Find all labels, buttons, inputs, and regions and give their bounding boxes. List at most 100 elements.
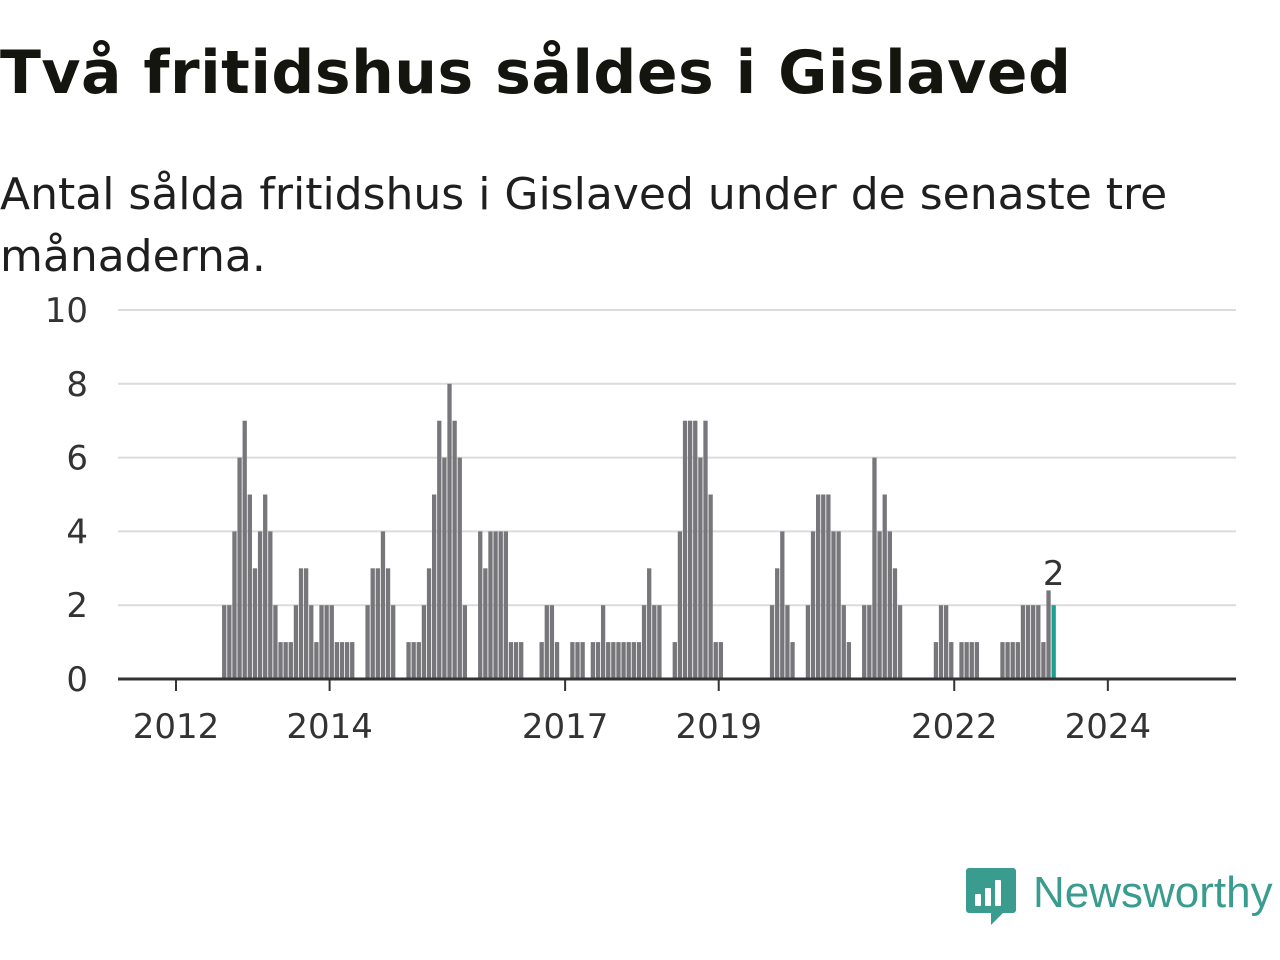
bar — [237, 457, 242, 679]
bar — [222, 605, 227, 679]
bar — [600, 605, 606, 679]
bar — [805, 605, 811, 679]
x-tick-label: 2012 — [133, 707, 220, 747]
bar — [1036, 605, 1041, 679]
bar — [769, 605, 775, 679]
bar — [867, 605, 872, 679]
bar — [549, 605, 555, 679]
bar — [708, 494, 713, 679]
bar — [1010, 642, 1015, 679]
bar — [590, 642, 596, 679]
bar — [1041, 642, 1046, 679]
bar — [426, 568, 432, 679]
bar — [621, 642, 626, 679]
bar — [334, 642, 340, 679]
bar — [780, 531, 785, 679]
bar — [380, 531, 386, 679]
bar — [974, 642, 980, 679]
bar — [882, 494, 887, 679]
bar — [544, 605, 549, 679]
bar — [263, 494, 268, 679]
bar — [570, 642, 575, 679]
bar — [631, 642, 636, 679]
y-tick-label: 10 — [45, 291, 88, 331]
x-tick-label: 2014 — [286, 707, 373, 747]
bar — [252, 568, 258, 679]
bar — [877, 531, 882, 679]
bar — [775, 568, 780, 679]
bar — [268, 531, 273, 679]
bar — [232, 531, 237, 679]
bar — [887, 531, 892, 679]
bar — [790, 642, 795, 679]
bar — [242, 420, 247, 679]
bar — [933, 642, 939, 679]
bar — [406, 642, 411, 679]
bar — [892, 568, 898, 679]
bar — [810, 531, 816, 679]
bar — [344, 642, 350, 679]
bar — [298, 568, 304, 679]
bar — [944, 605, 949, 679]
bar — [698, 457, 703, 679]
bar — [647, 568, 652, 679]
bar — [385, 568, 391, 679]
bar — [508, 642, 514, 679]
bar — [462, 605, 468, 679]
bar — [309, 605, 314, 679]
y-tick-label: 0 — [66, 660, 88, 700]
chart-title: Två fritidshus såldes i Gislaved — [0, 38, 1072, 108]
bar — [283, 642, 288, 679]
bar — [688, 420, 693, 679]
bar — [969, 642, 974, 679]
bar — [657, 605, 662, 679]
bar — [836, 531, 841, 679]
bar — [1046, 590, 1051, 679]
bar — [677, 531, 683, 679]
bar — [1031, 605, 1036, 679]
bar — [319, 605, 324, 679]
grid-lines — [118, 309, 1236, 607]
y-tick-label: 6 — [66, 439, 88, 479]
bar — [1020, 605, 1026, 679]
bar — [432, 494, 437, 679]
bar — [693, 420, 698, 679]
bar — [339, 642, 345, 679]
bar — [375, 568, 380, 679]
bar — [938, 605, 944, 679]
y-tick-label: 2 — [66, 586, 88, 626]
bar — [718, 642, 724, 679]
y-tick-label: 4 — [66, 512, 88, 552]
bar — [329, 605, 334, 679]
bar — [1000, 642, 1005, 679]
x-tick-label: 2024 — [1065, 707, 1152, 747]
bar — [416, 642, 421, 679]
bar — [447, 383, 452, 679]
bar — [826, 494, 831, 679]
bar — [513, 642, 519, 679]
bar — [831, 531, 836, 679]
x-tick-label: 2019 — [675, 707, 762, 747]
bar — [442, 457, 447, 679]
bar — [841, 605, 846, 679]
bar — [846, 642, 852, 679]
bar — [703, 420, 708, 679]
bar — [652, 605, 657, 679]
chart-subtitle: Antal sålda fritidshus i Gislaved under … — [0, 169, 1168, 282]
bar — [785, 605, 790, 679]
bar — [554, 642, 560, 679]
bar — [816, 494, 821, 679]
bar — [580, 642, 585, 679]
newsworthy-logo: Newsworthy — [965, 866, 1275, 928]
bar — [498, 531, 503, 679]
chart-bubble-icon — [966, 868, 1016, 925]
bar — [595, 642, 601, 679]
bar — [411, 642, 416, 679]
y-tick-label: 8 — [66, 365, 88, 405]
bar — [452, 420, 457, 679]
bar — [713, 642, 718, 679]
bar — [959, 642, 964, 679]
bar — [636, 642, 642, 679]
bar — [493, 531, 498, 679]
bar — [1015, 642, 1020, 679]
